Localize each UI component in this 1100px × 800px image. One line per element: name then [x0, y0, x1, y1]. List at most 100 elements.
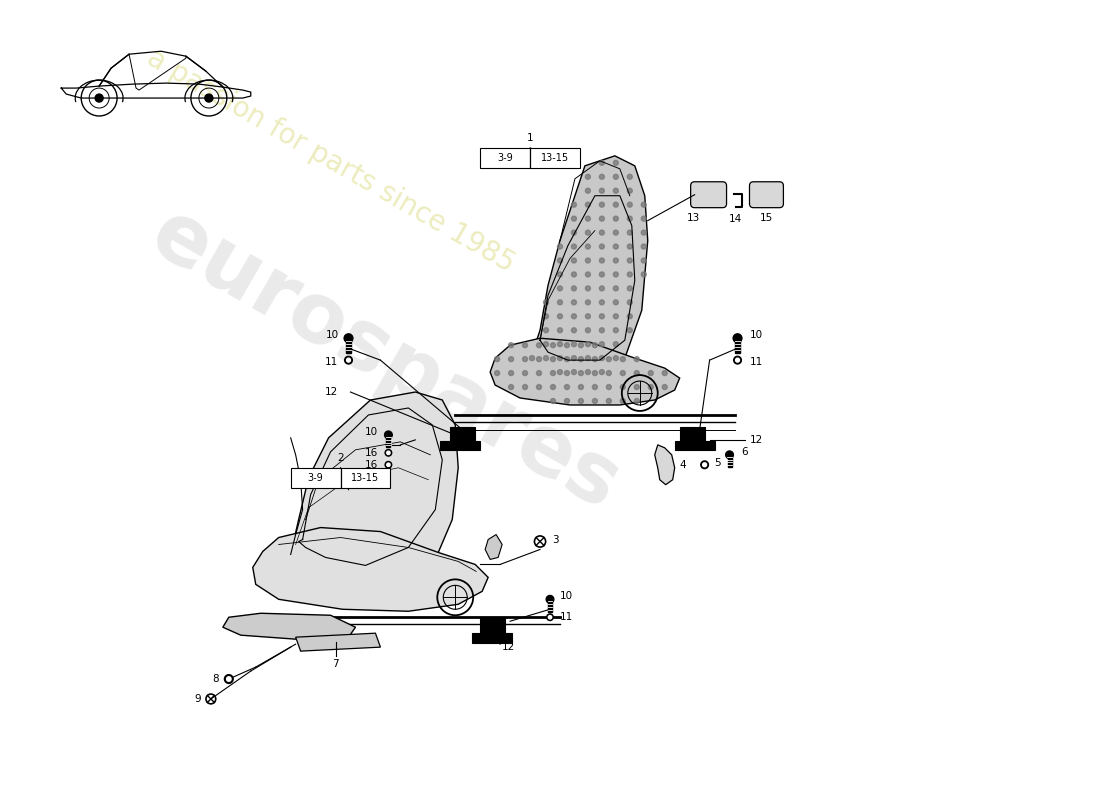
Circle shape: [585, 272, 591, 277]
Circle shape: [641, 272, 647, 277]
Circle shape: [522, 357, 528, 362]
Circle shape: [537, 357, 541, 362]
Text: 16: 16: [365, 460, 378, 470]
Circle shape: [614, 230, 618, 235]
Text: 12: 12: [502, 642, 516, 652]
Circle shape: [537, 342, 541, 348]
Text: 10: 10: [365, 427, 378, 437]
Text: 2: 2: [338, 453, 344, 462]
Circle shape: [508, 385, 514, 390]
Circle shape: [627, 286, 632, 291]
Circle shape: [641, 244, 647, 249]
Circle shape: [571, 216, 576, 221]
Circle shape: [606, 398, 612, 403]
Circle shape: [585, 286, 591, 291]
Circle shape: [662, 385, 668, 390]
Circle shape: [571, 370, 576, 374]
Circle shape: [387, 451, 390, 454]
Circle shape: [564, 370, 570, 375]
Circle shape: [571, 230, 576, 235]
Circle shape: [593, 370, 597, 375]
Circle shape: [600, 342, 604, 346]
Circle shape: [600, 300, 604, 305]
Circle shape: [585, 216, 591, 221]
Text: 10: 10: [560, 591, 573, 602]
Circle shape: [579, 342, 583, 348]
Circle shape: [585, 356, 591, 361]
Polygon shape: [450, 427, 475, 443]
Bar: [386, 435, 390, 447]
Circle shape: [558, 272, 562, 277]
Circle shape: [600, 286, 604, 291]
Circle shape: [585, 230, 591, 235]
Circle shape: [606, 370, 612, 375]
Text: 13-15: 13-15: [351, 473, 380, 482]
Circle shape: [558, 300, 562, 305]
Circle shape: [600, 258, 604, 263]
Circle shape: [600, 160, 604, 166]
Text: 15: 15: [760, 213, 773, 222]
Text: 14: 14: [729, 214, 743, 224]
Circle shape: [614, 356, 618, 361]
Circle shape: [529, 356, 535, 361]
Circle shape: [508, 357, 514, 362]
Text: 9: 9: [195, 694, 201, 704]
Circle shape: [387, 463, 390, 466]
Circle shape: [585, 258, 591, 263]
Polygon shape: [680, 427, 705, 443]
Circle shape: [558, 286, 562, 291]
Circle shape: [620, 357, 625, 362]
Circle shape: [635, 398, 639, 403]
Circle shape: [614, 258, 618, 263]
Circle shape: [614, 342, 618, 346]
Circle shape: [593, 342, 597, 348]
Circle shape: [585, 300, 591, 305]
Text: 12: 12: [749, 435, 762, 445]
Polygon shape: [288, 392, 459, 590]
Circle shape: [585, 370, 591, 374]
Circle shape: [614, 188, 618, 194]
Polygon shape: [253, 527, 488, 611]
Circle shape: [508, 370, 514, 375]
Circle shape: [543, 328, 549, 333]
Circle shape: [385, 450, 392, 456]
Circle shape: [571, 328, 576, 333]
FancyBboxPatch shape: [749, 182, 783, 208]
Circle shape: [96, 94, 103, 102]
Circle shape: [550, 370, 556, 375]
Circle shape: [548, 615, 552, 619]
Text: 3: 3: [552, 534, 559, 545]
Circle shape: [558, 356, 562, 361]
Bar: [341, 468, 390, 488]
Text: 13: 13: [688, 213, 701, 222]
Text: 13-15: 13-15: [541, 153, 569, 163]
Circle shape: [585, 328, 591, 333]
Circle shape: [641, 216, 647, 221]
Bar: [530, 148, 580, 168]
Circle shape: [571, 300, 576, 305]
Circle shape: [522, 342, 528, 348]
Circle shape: [522, 385, 528, 390]
Circle shape: [620, 398, 625, 403]
Circle shape: [627, 328, 632, 333]
Text: eurospares: eurospares: [136, 193, 635, 527]
Polygon shape: [481, 618, 505, 635]
Circle shape: [627, 272, 632, 277]
Circle shape: [600, 314, 604, 318]
Circle shape: [614, 244, 618, 249]
Circle shape: [614, 328, 618, 333]
Circle shape: [614, 314, 618, 318]
Circle shape: [205, 94, 213, 102]
Circle shape: [547, 614, 553, 621]
Circle shape: [543, 314, 549, 318]
Circle shape: [227, 677, 231, 682]
Text: 11: 11: [560, 612, 573, 622]
Circle shape: [600, 202, 604, 207]
Circle shape: [627, 314, 632, 318]
Circle shape: [627, 244, 632, 249]
Circle shape: [614, 216, 618, 221]
Bar: [290, 468, 341, 488]
Circle shape: [543, 300, 549, 305]
Circle shape: [571, 356, 576, 361]
Circle shape: [627, 300, 632, 305]
